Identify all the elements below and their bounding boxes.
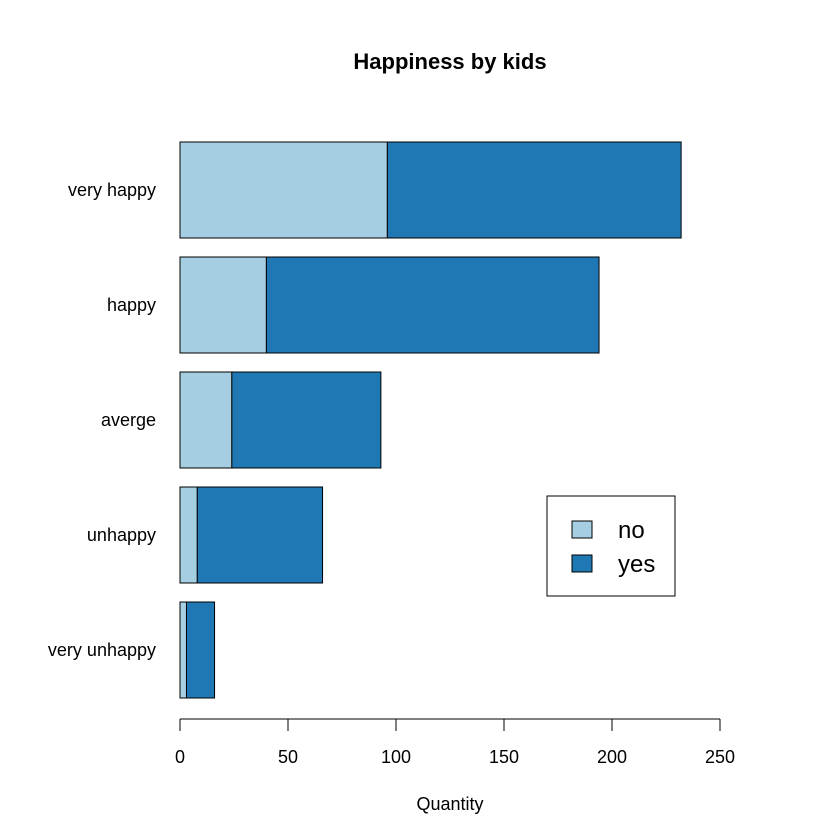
chart-title: Happiness by kids: [353, 49, 546, 74]
x-tick-label: 150: [489, 747, 519, 767]
legend-label-yes: yes: [618, 551, 655, 578]
x-tick-label: 0: [175, 747, 185, 767]
x-axis: 0 50 100 150 200 250: [175, 718, 735, 767]
x-tick-label: 50: [278, 747, 298, 767]
category-labels: very happy happy averge unhappy very unhappy: [48, 180, 156, 660]
bar-very-happy-no: [179, 141, 388, 239]
bar-averge-yes: [231, 371, 382, 469]
bar-happy-no: [179, 256, 267, 354]
legend-swatch-yes: [571, 554, 593, 573]
category-label: unhappy: [87, 525, 156, 545]
bar-very-unhappy-yes: [185, 601, 216, 699]
legend-label-no: no: [618, 517, 645, 544]
bar-very-happy-yes: [386, 141, 682, 239]
bar-unhappy-no: [179, 486, 198, 584]
category-label: very happy: [68, 180, 156, 200]
bar-unhappy-yes: [196, 486, 324, 584]
bar-very-unhappy-no: [179, 601, 187, 699]
x-axis-label: Quantity: [416, 794, 483, 814]
category-label: happy: [107, 295, 156, 315]
bars: [179, 141, 682, 699]
x-tick-label: 250: [705, 747, 735, 767]
legend-box: [546, 495, 676, 597]
category-label: very unhappy: [48, 640, 156, 660]
legend-swatch-no: [571, 520, 593, 539]
x-tick-label: 100: [381, 747, 411, 767]
bar-averge-no: [179, 371, 233, 469]
bar-happy-yes: [265, 256, 600, 354]
legend: no yes: [546, 495, 676, 597]
category-label: averge: [101, 410, 156, 430]
x-tick-label: 200: [597, 747, 627, 767]
